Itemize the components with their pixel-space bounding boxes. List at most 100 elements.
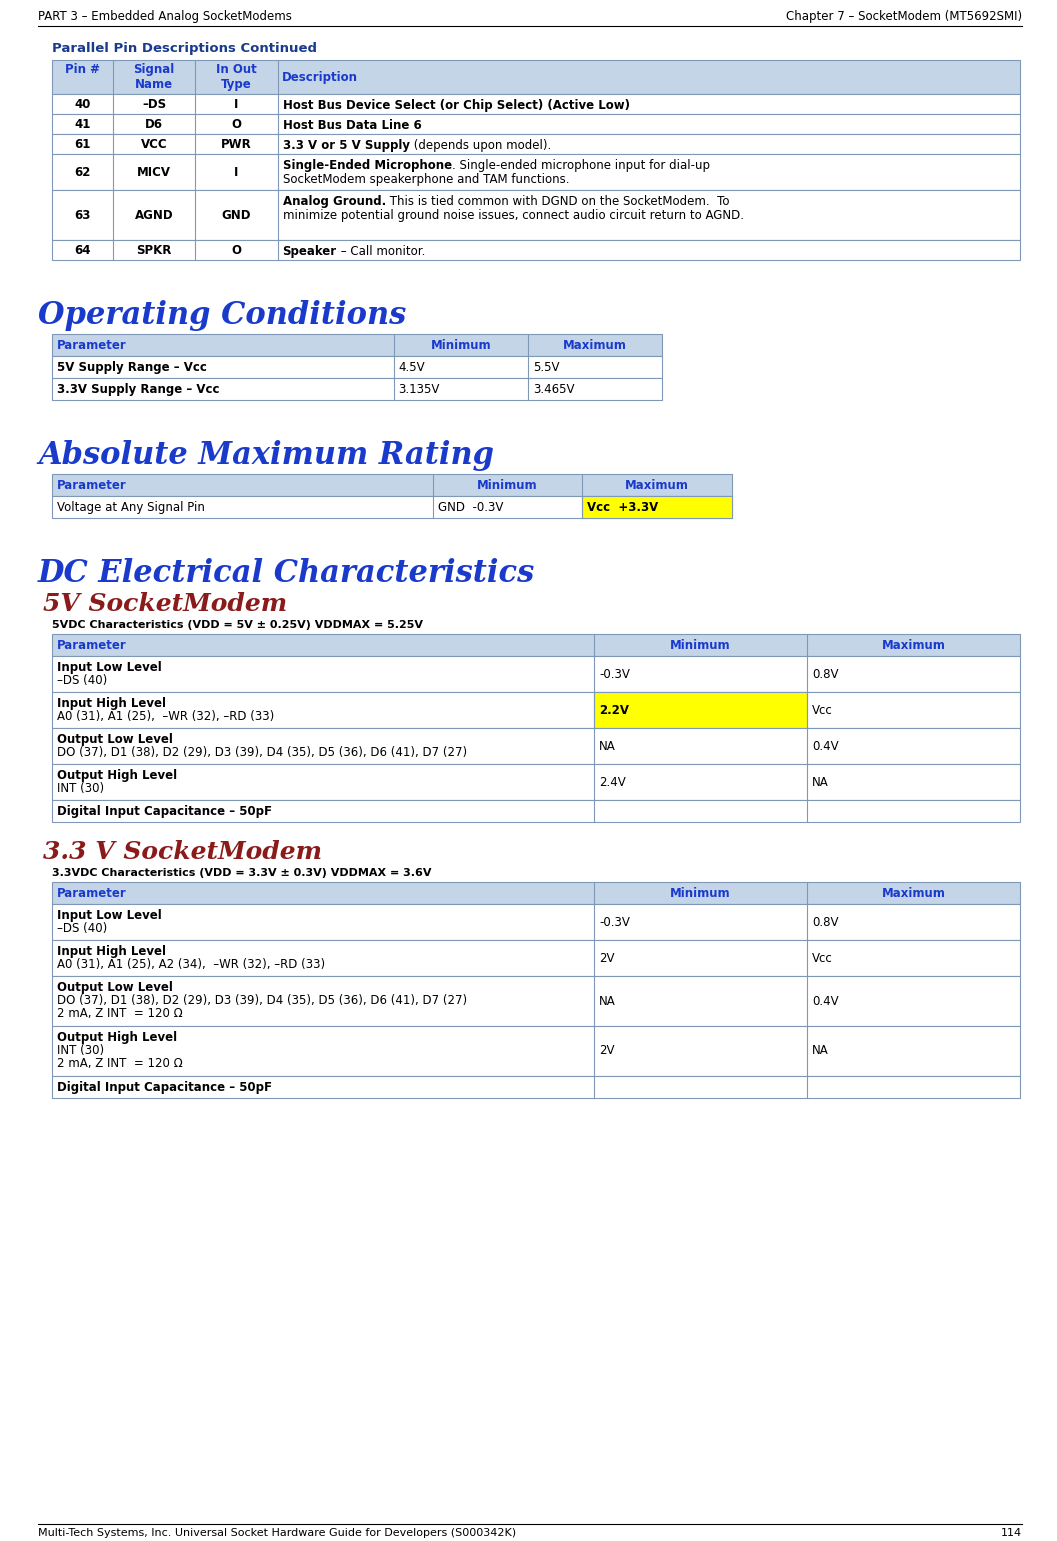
Text: Minimum: Minimum: [430, 339, 492, 351]
Text: . Single-ended microphone input for dial-up: . Single-ended microphone input for dial…: [451, 159, 709, 173]
Text: Maximum: Maximum: [626, 479, 689, 492]
Text: NA: NA: [812, 775, 829, 789]
Text: I: I: [235, 97, 239, 111]
Text: 2.4V: 2.4V: [599, 775, 626, 789]
Bar: [52, 881, 1020, 905]
Text: 2V: 2V: [599, 1045, 614, 1057]
Text: –DS (40): –DS (40): [57, 673, 107, 687]
Text: Input High Level: Input High Level: [57, 945, 166, 959]
Bar: [52, 94, 1020, 114]
Bar: [52, 134, 1020, 154]
Text: AGND: AGND: [135, 208, 173, 222]
Text: Speaker: Speaker: [282, 245, 337, 257]
Text: 62: 62: [74, 165, 91, 179]
Text: In Out
Type: In Out Type: [216, 63, 257, 91]
Bar: [52, 154, 1020, 190]
Text: 40: 40: [74, 97, 91, 111]
Text: Absolute Maximum Rating: Absolute Maximum Rating: [38, 441, 494, 472]
Text: 4.5V: 4.5V: [398, 361, 425, 373]
Text: Vcc  +3.3V: Vcc +3.3V: [588, 501, 659, 513]
Bar: [52, 475, 733, 496]
Bar: [52, 496, 733, 518]
Text: Parallel Pin Descriptions Continued: Parallel Pin Descriptions Continued: [52, 42, 317, 55]
Text: NA: NA: [599, 994, 616, 1008]
Text: INT (30): INT (30): [57, 781, 105, 795]
Text: 0.4V: 0.4V: [812, 994, 838, 1008]
Text: DC Electrical Characteristics: DC Electrical Characteristics: [38, 558, 535, 589]
Text: 2V: 2V: [599, 951, 614, 965]
Bar: [52, 240, 1020, 260]
Text: A0 (31), A1 (25), A2 (34),  –WR (32), –RD (33): A0 (31), A1 (25), A2 (34), –WR (32), –RD…: [57, 959, 326, 971]
Text: Input Low Level: Input Low Level: [57, 909, 162, 922]
Text: 5V SocketModem: 5V SocketModem: [43, 592, 288, 616]
Text: GND  -0.3V: GND -0.3V: [438, 501, 503, 513]
Bar: [52, 114, 1020, 134]
Text: PWR: PWR: [221, 137, 252, 151]
Bar: [52, 334, 662, 356]
Bar: [52, 378, 662, 401]
Text: –DS: –DS: [142, 97, 166, 111]
Text: Host Bus Device Select (or Chip Select) (Active Low): Host Bus Device Select (or Chip Select) …: [282, 99, 630, 112]
Text: 2.2V: 2.2V: [599, 704, 629, 717]
Text: Parameter: Parameter: [57, 479, 127, 492]
Text: -0.3V: -0.3V: [599, 667, 630, 681]
Text: 3.465V: 3.465V: [533, 382, 574, 396]
Text: O: O: [231, 117, 241, 131]
Text: 3.3VDC Characteristics (VDD = 3.3V ± 0.3V) VDDMAX = 3.6V: 3.3VDC Characteristics (VDD = 3.3V ± 0.3…: [52, 868, 431, 878]
Text: D6: D6: [145, 117, 163, 131]
Bar: [52, 633, 1020, 656]
Bar: [52, 905, 1020, 940]
Text: Parameter: Parameter: [57, 638, 127, 652]
Text: Input Low Level: Input Low Level: [57, 661, 162, 673]
Text: 5.5V: 5.5V: [533, 361, 559, 373]
Bar: [52, 800, 1020, 821]
Text: Minimum: Minimum: [670, 886, 730, 900]
Text: Signal
Name: Signal Name: [133, 63, 174, 91]
Text: Parameter: Parameter: [57, 886, 127, 900]
Text: 114: 114: [1001, 1529, 1022, 1538]
Bar: [52, 692, 1020, 727]
Text: 61: 61: [74, 137, 91, 151]
Text: Vcc: Vcc: [812, 704, 833, 717]
Bar: [52, 975, 1020, 1026]
Text: Pin #: Pin #: [66, 63, 100, 76]
Text: Parameter: Parameter: [57, 339, 127, 351]
Text: MICV: MICV: [137, 165, 171, 179]
Text: 2 mA, Z INT  = 120 Ω: 2 mA, Z INT = 120 Ω: [57, 1057, 183, 1069]
Text: I: I: [235, 165, 239, 179]
Text: Digital Input Capacitance – 50pF: Digital Input Capacitance – 50pF: [57, 1080, 272, 1094]
Bar: [582, 496, 733, 518]
Text: 63: 63: [74, 208, 91, 222]
Text: 3.3 V SocketModem: 3.3 V SocketModem: [43, 840, 322, 865]
Text: Single-Ended Microphone: Single-Ended Microphone: [282, 159, 451, 173]
Text: This is tied common with DGND on the SocketModem.  To: This is tied common with DGND on the Soc…: [386, 196, 729, 208]
Text: DO (37), D1 (38), D2 (29), D3 (39), D4 (35), D5 (36), D6 (41), D7 (27): DO (37), D1 (38), D2 (29), D3 (39), D4 (…: [57, 746, 467, 760]
Text: 3.135V: 3.135V: [398, 382, 440, 396]
Text: Maximum: Maximum: [882, 886, 945, 900]
Text: NA: NA: [812, 1045, 829, 1057]
Text: Multi-Tech Systems, Inc. Universal Socket Hardware Guide for Developers (S000342: Multi-Tech Systems, Inc. Universal Socke…: [38, 1529, 516, 1538]
Text: Minimum: Minimum: [670, 638, 730, 652]
Text: –DS (40): –DS (40): [57, 922, 107, 935]
Text: Output High Level: Output High Level: [57, 1031, 178, 1043]
Text: Output High Level: Output High Level: [57, 769, 178, 781]
Text: DO (37), D1 (38), D2 (29), D3 (39), D4 (35), D5 (36), D6 (41), D7 (27): DO (37), D1 (38), D2 (29), D3 (39), D4 (…: [57, 994, 467, 1006]
Text: INT (30): INT (30): [57, 1043, 105, 1057]
Text: 3.3V Supply Range – Vcc: 3.3V Supply Range – Vcc: [57, 382, 220, 396]
Bar: [52, 940, 1020, 975]
Text: O: O: [231, 243, 241, 256]
Text: 0.4V: 0.4V: [812, 740, 838, 752]
Bar: [52, 727, 1020, 764]
Text: VCC: VCC: [141, 137, 167, 151]
Text: Host Bus Data Line 6: Host Bus Data Line 6: [282, 119, 422, 133]
Text: Output Low Level: Output Low Level: [57, 734, 173, 746]
Bar: [52, 656, 1020, 692]
Bar: [594, 692, 808, 727]
Bar: [52, 1026, 1020, 1076]
Text: – Call monitor.: – Call monitor.: [337, 245, 425, 257]
Text: Minimum: Minimum: [478, 479, 538, 492]
Text: 3.3 V or 5 V Supply: 3.3 V or 5 V Supply: [282, 139, 409, 153]
Text: A0 (31), A1 (25),  –WR (32), –RD (33): A0 (31), A1 (25), –WR (32), –RD (33): [57, 710, 274, 723]
Text: Output Low Level: Output Low Level: [57, 982, 173, 994]
Text: Analog Ground.: Analog Ground.: [282, 196, 386, 208]
